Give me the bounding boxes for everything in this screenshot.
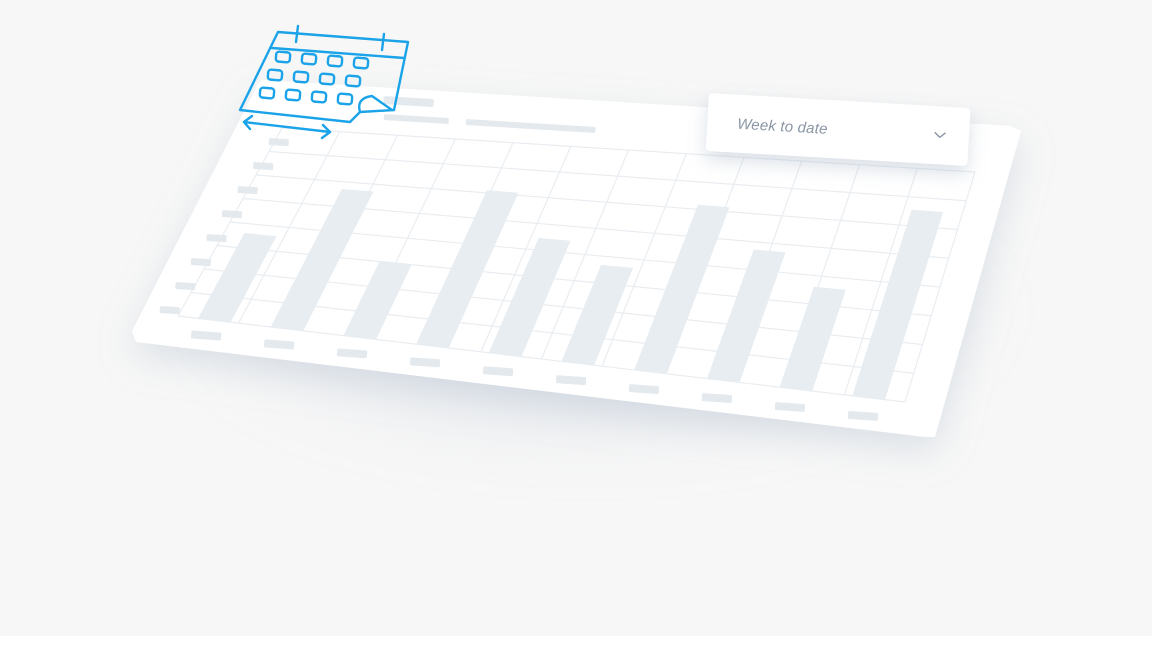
grid-line-vertical: [843, 168, 918, 396]
grid-line-vertical: [540, 149, 630, 360]
y-tick-placeholder: [253, 162, 274, 171]
grid-line-vertical: [480, 146, 572, 353]
grid-line-vertical: [238, 131, 341, 324]
subtitle-placeholder: [465, 119, 596, 133]
dropdown-selected-label: Week to date: [736, 115, 829, 138]
chart-bar: [197, 233, 277, 323]
double-arrow-icon: [242, 114, 332, 140]
y-tick-placeholder: [175, 282, 196, 291]
date-range-dropdown[interactable]: Week to date: [705, 93, 971, 166]
chart-bar: [706, 249, 786, 383]
x-tick-placeholder: [555, 375, 587, 386]
chart-bars: [197, 189, 944, 400]
y-tick-placeholder: [206, 234, 227, 243]
x-tick-placeholder: [847, 410, 879, 421]
y-tick-placeholder: [190, 258, 212, 267]
subtitle-placeholder: [383, 114, 449, 124]
x-tick-placeholder: [409, 357, 441, 368]
grid-line-vertical: [904, 171, 976, 403]
chevron-down-icon[interactable]: [933, 128, 948, 143]
x-tick-placeholder: [263, 339, 295, 350]
y-tick-placeholder: [268, 138, 289, 147]
x-tick-placeholder: [482, 366, 514, 377]
x-tick-placeholder: [701, 393, 733, 403]
calendar-icon: [238, 24, 410, 140]
x-tick-placeholder: [774, 402, 806, 412]
y-tick-placeholder: [159, 306, 180, 315]
y-tick-placeholder: [237, 186, 258, 195]
chart-bar: [343, 261, 412, 340]
chart-bar: [488, 237, 571, 357]
chart-bar: [270, 189, 374, 331]
chart-bar: [779, 286, 846, 392]
chart-bar: [561, 264, 634, 366]
placeholder-labels: [159, 96, 879, 421]
grid-line-vertical: [601, 153, 687, 367]
chart-bar: [852, 209, 944, 400]
chart-bar: [634, 204, 730, 374]
chart-bar: [416, 190, 519, 349]
y-tick-placeholder: [221, 210, 243, 219]
x-tick-placeholder: [191, 330, 222, 341]
x-tick-placeholder: [336, 348, 368, 359]
x-tick-placeholder: [628, 384, 660, 395]
